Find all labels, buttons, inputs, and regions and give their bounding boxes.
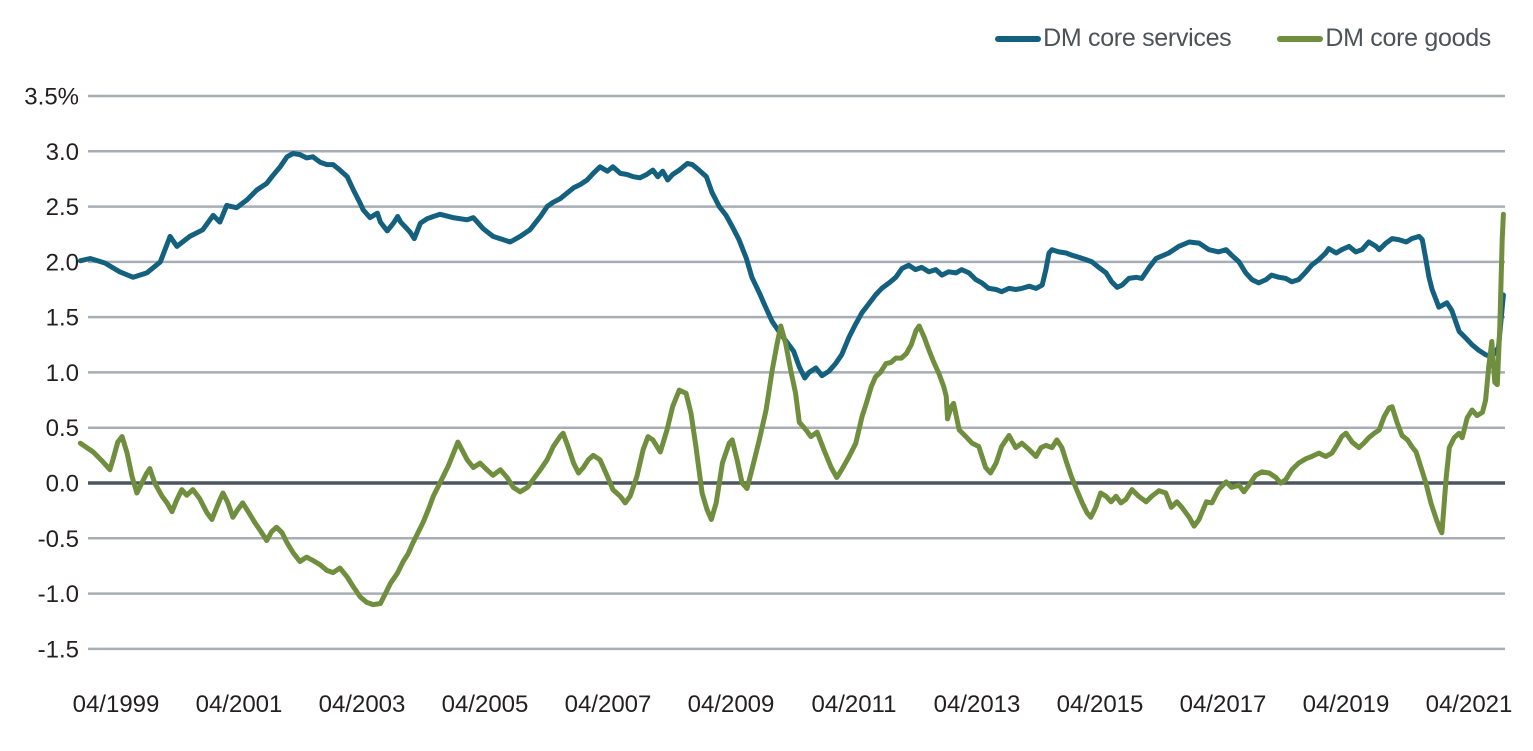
- y-axis-tick-label: 1.0: [46, 360, 79, 387]
- legend-item-dm-core-services: DM core services: [995, 24, 1232, 53]
- y-axis-tick-label: 3.0: [46, 139, 79, 166]
- x-axis-tick-label: 04/2007: [565, 691, 652, 718]
- x-axis-tick-label: 04/2013: [934, 691, 1021, 718]
- y-axis-tick-label: 1.5: [46, 305, 79, 332]
- y-axis-tick-label: -1.0: [38, 581, 79, 608]
- y-axis-tick-label: -0.5: [38, 526, 79, 553]
- chart-legend: DM core services DM core goods: [995, 24, 1491, 53]
- y-axis-tick-label: 3.5%: [24, 84, 79, 111]
- series-line-dm-core-goods: [77, 211, 1506, 608]
- legend-label-dm-core-goods: DM core goods: [1325, 24, 1491, 52]
- x-axis-tick-label: 04/2003: [319, 691, 406, 718]
- x-axis-tick-label: 04/2011: [812, 691, 897, 718]
- y-axis-tick-label: 0.5: [46, 415, 79, 442]
- x-axis-tick-label: 04/2009: [688, 691, 775, 718]
- y-axis-tick-label: -1.5: [38, 636, 79, 663]
- series-line-dm-core-services: [77, 151, 1506, 381]
- x-axis-tick-label: 04/2019: [1303, 691, 1390, 718]
- x-axis-tick-label: 04/2001: [196, 691, 283, 718]
- x-axis-tick-label: 04/1999: [73, 691, 160, 718]
- y-axis-tick-label: 0.0: [46, 471, 79, 498]
- x-axis-tick-label: 04/2021: [1426, 691, 1513, 718]
- legend-item-dm-core-goods: DM core goods: [1277, 24, 1491, 53]
- legend-label-dm-core-services: DM core services: [1043, 24, 1232, 52]
- y-axis-tick-label: 2.5: [46, 194, 79, 221]
- x-axis-tick-label: 04/2005: [442, 691, 529, 718]
- goods-line-swatch-icon: [1277, 35, 1324, 42]
- x-axis-tick-label: 04/2015: [1057, 691, 1144, 718]
- services-line-swatch-icon: [995, 35, 1042, 42]
- y-axis-tick-label: 2.0: [46, 249, 79, 276]
- x-axis-tick-label: 04/2017: [1180, 691, 1267, 718]
